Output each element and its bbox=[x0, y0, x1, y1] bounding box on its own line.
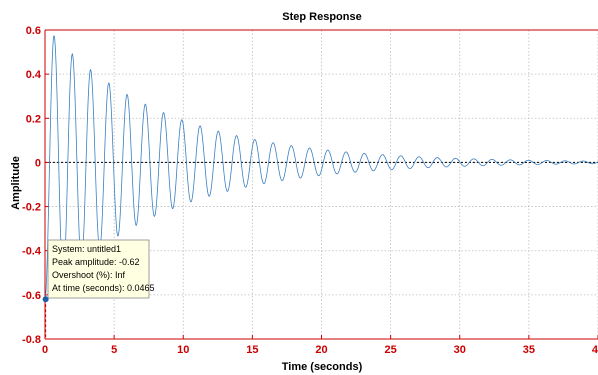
datatip[interactable]: System: untitled1 Peak amplitude: -0.62 Ov… bbox=[42, 239, 155, 339]
y-tick-label: -0.4 bbox=[22, 246, 42, 258]
datatip-box bbox=[47, 239, 150, 299]
x-tick-label: 20 bbox=[315, 344, 327, 356]
datatip-line: Peak amplitude: -0.62 bbox=[52, 257, 140, 267]
x-tick-label: 25 bbox=[385, 344, 397, 356]
datatip-line: Overshoot (%): Inf bbox=[52, 270, 126, 280]
x-tick-label: 35 bbox=[523, 344, 535, 356]
datatip-line: System: untitled1 bbox=[52, 244, 121, 254]
y-axis-label: Amplitude bbox=[10, 156, 22, 210]
response-line bbox=[44, 34, 598, 300]
y-tick-label: 0.6 bbox=[26, 25, 41, 37]
x-axis-label: Time (seconds) bbox=[282, 361, 363, 373]
datatip-marker bbox=[42, 296, 49, 303]
y-tick-label: -0.6 bbox=[22, 290, 41, 302]
x-tick-label: 5 bbox=[111, 344, 117, 356]
x-tick-label: 15 bbox=[246, 344, 258, 356]
y-tick-label: 0 bbox=[35, 157, 41, 169]
x-tick-label: 0 bbox=[42, 344, 48, 356]
y-tick-label: 0.4 bbox=[26, 69, 42, 81]
y-ticks: 0.6 0.4 0.2 0 -0.2 -0.4 -0.6 -0.8 bbox=[22, 25, 49, 346]
series-group bbox=[44, 34, 598, 300]
x-tick-label: 30 bbox=[454, 344, 466, 356]
x-tick-label: 10 bbox=[177, 344, 189, 356]
x-tick-label: 4 bbox=[592, 344, 598, 356]
y-tick-label: 0.2 bbox=[26, 113, 41, 125]
chart-title: Step Response bbox=[282, 11, 361, 23]
datatip-line: At time (seconds): 0.0465 bbox=[52, 283, 155, 293]
y-tick-label: -0.2 bbox=[22, 202, 41, 214]
x-ticks: 0 5 10 15 20 25 30 35 4 bbox=[42, 335, 598, 356]
y-tick-label: -0.8 bbox=[22, 334, 41, 346]
